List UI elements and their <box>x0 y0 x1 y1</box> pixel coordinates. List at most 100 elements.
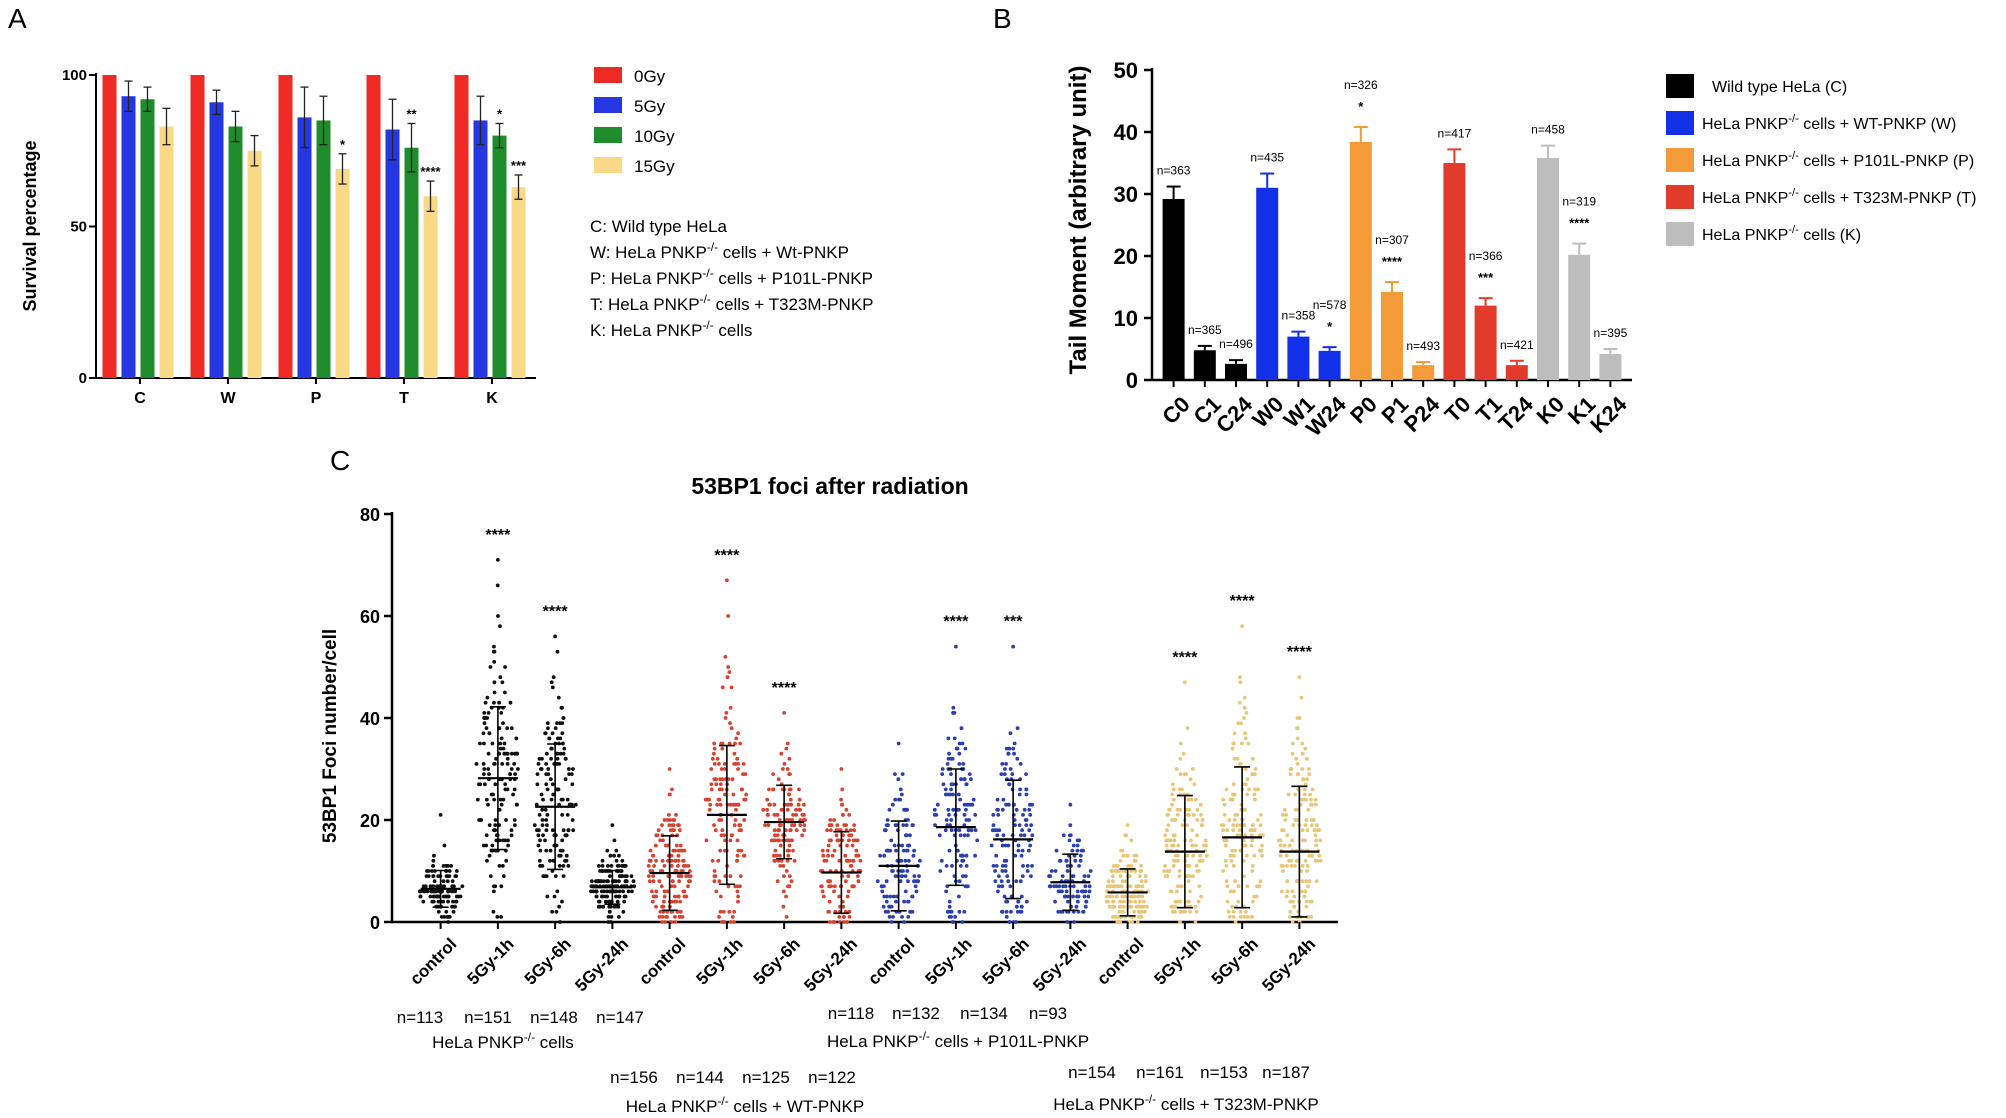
panel-c-data-point <box>1083 889 1088 894</box>
panel-c-data-point <box>1304 904 1309 909</box>
panel-c-data-point <box>1172 818 1177 822</box>
panel-c-data-point <box>544 782 549 787</box>
panel-c-data-point <box>1222 838 1227 843</box>
panel-c-data-point <box>1118 904 1123 909</box>
panel-c-data-point <box>1125 853 1130 858</box>
panel-c-data-point <box>669 864 674 868</box>
panel-c-data-point <box>1245 792 1250 797</box>
panel-c-data-point <box>1186 879 1191 884</box>
panel-c-data-point <box>731 802 736 807</box>
panel-c-data-point <box>677 823 681 827</box>
panel-c-data-point <box>1030 864 1034 868</box>
panel-a-category-label: P <box>311 390 322 407</box>
panel-c-data-point <box>548 848 553 853</box>
panel-c-data-point <box>1132 858 1137 863</box>
panel-c-data-point <box>501 746 506 751</box>
panel-c-data-point <box>1057 884 1062 889</box>
panel-c-data-point <box>1255 818 1260 822</box>
panel-c-data-point <box>901 869 905 873</box>
panel-c-data-point <box>946 756 951 761</box>
panel-c-data-point <box>1141 899 1146 904</box>
panel-c-data-point <box>1191 813 1196 817</box>
panel-a-legend-label: 0Gy <box>634 67 666 86</box>
panel-letter-a: A <box>8 3 27 34</box>
panel-c-data-point <box>624 879 628 884</box>
panel-c-data-point <box>594 894 599 899</box>
panel-c-data-point <box>667 767 672 771</box>
panel-c-data-point <box>653 843 658 848</box>
panel-c-data-point <box>1188 909 1192 914</box>
panel-c-data-point <box>1003 843 1008 848</box>
panel-c-data-point <box>943 828 948 833</box>
panel-c-data-point <box>547 736 552 741</box>
panel-c-data-point <box>1303 797 1308 802</box>
panel-c-data-point <box>483 700 488 705</box>
panel-c-data-point <box>1014 879 1019 884</box>
panel-c-data-point <box>856 853 861 858</box>
panel-c-data-point <box>1000 869 1005 873</box>
panel-c-data-point <box>1135 884 1140 889</box>
panel-c-data-point <box>667 823 672 827</box>
panel-c-data-point <box>1309 818 1314 822</box>
panel-c-data-point <box>1224 787 1229 792</box>
panel-c-data-point <box>1313 802 1318 807</box>
panel-c-data-point <box>846 838 851 843</box>
panel-c-data-point <box>1175 899 1180 904</box>
panel-c-data-point <box>1074 904 1079 909</box>
panel-c-data-point <box>975 838 980 843</box>
panel-c-data-point <box>782 874 786 878</box>
panel-c-data-point <box>654 833 659 838</box>
panel-a-legend-swatch <box>594 157 622 173</box>
panel-c-data-point <box>484 726 489 731</box>
panel-c-data-point <box>1186 864 1191 868</box>
panel-c-data-point <box>1000 884 1005 889</box>
panel-c-data-point <box>772 853 776 858</box>
panel-c-data-point <box>483 716 488 720</box>
panel-c-data-point <box>451 884 456 889</box>
panel-c-data-point <box>766 823 771 827</box>
panel-letter-b: B <box>993 3 1012 34</box>
panel-c-data-point <box>1137 874 1142 878</box>
panel-c-data-point <box>425 869 429 873</box>
panel-c-data-point <box>1282 807 1287 812</box>
panel-c-data-point <box>1019 894 1024 899</box>
panel-c-data-point <box>1018 833 1023 838</box>
panel-c-data-point <box>827 899 832 904</box>
panel-c-data-point <box>1250 838 1255 843</box>
panel-c-data-point <box>1300 741 1305 746</box>
panel-a-bar <box>278 75 293 378</box>
panel-c-data-point <box>1164 828 1169 833</box>
panel-c-data-point <box>960 920 965 924</box>
panel-c-data-point <box>1252 792 1257 797</box>
panel-c-data-point <box>1203 838 1208 843</box>
panel-c-data-point <box>1143 874 1148 878</box>
panel-c-data-point <box>732 751 737 756</box>
panel-c-data-point <box>563 858 567 863</box>
panel-c-data-point <box>761 807 766 812</box>
panel-a-legend-swatch <box>594 127 622 143</box>
panel-c-data-point <box>1115 884 1120 889</box>
panel-c-data-point <box>1284 813 1288 817</box>
panel-c-data-point <box>1028 802 1032 807</box>
panel-a-note-superscript: -/- <box>702 266 713 280</box>
panel-c-data-point <box>1135 920 1140 924</box>
panel-c-data-point <box>508 700 513 705</box>
panel-b-n-label: n=417 <box>1438 126 1472 140</box>
panel-c-data-point <box>550 909 555 914</box>
panel-c-data-point <box>558 920 562 924</box>
panel-c-data-point <box>737 828 742 833</box>
panel-c-data-point <box>826 879 831 884</box>
panel-c-data-point <box>482 741 486 746</box>
panel-c-data-point <box>821 853 826 858</box>
panel-c-data-point <box>742 853 747 858</box>
panel-c-data-point <box>1172 838 1177 843</box>
panel-c-data-point <box>600 858 605 863</box>
panel-c-data-point <box>775 833 780 838</box>
panel-c-data-point <box>993 828 997 833</box>
panel-c-data-point <box>658 909 663 914</box>
panel-c-data-point <box>1058 858 1063 863</box>
panel-c-data-point <box>1169 904 1174 909</box>
panel-c-significance-label: **** <box>943 614 969 631</box>
panel-c-data-point <box>903 889 908 894</box>
panel-c-data-point <box>1117 909 1122 914</box>
